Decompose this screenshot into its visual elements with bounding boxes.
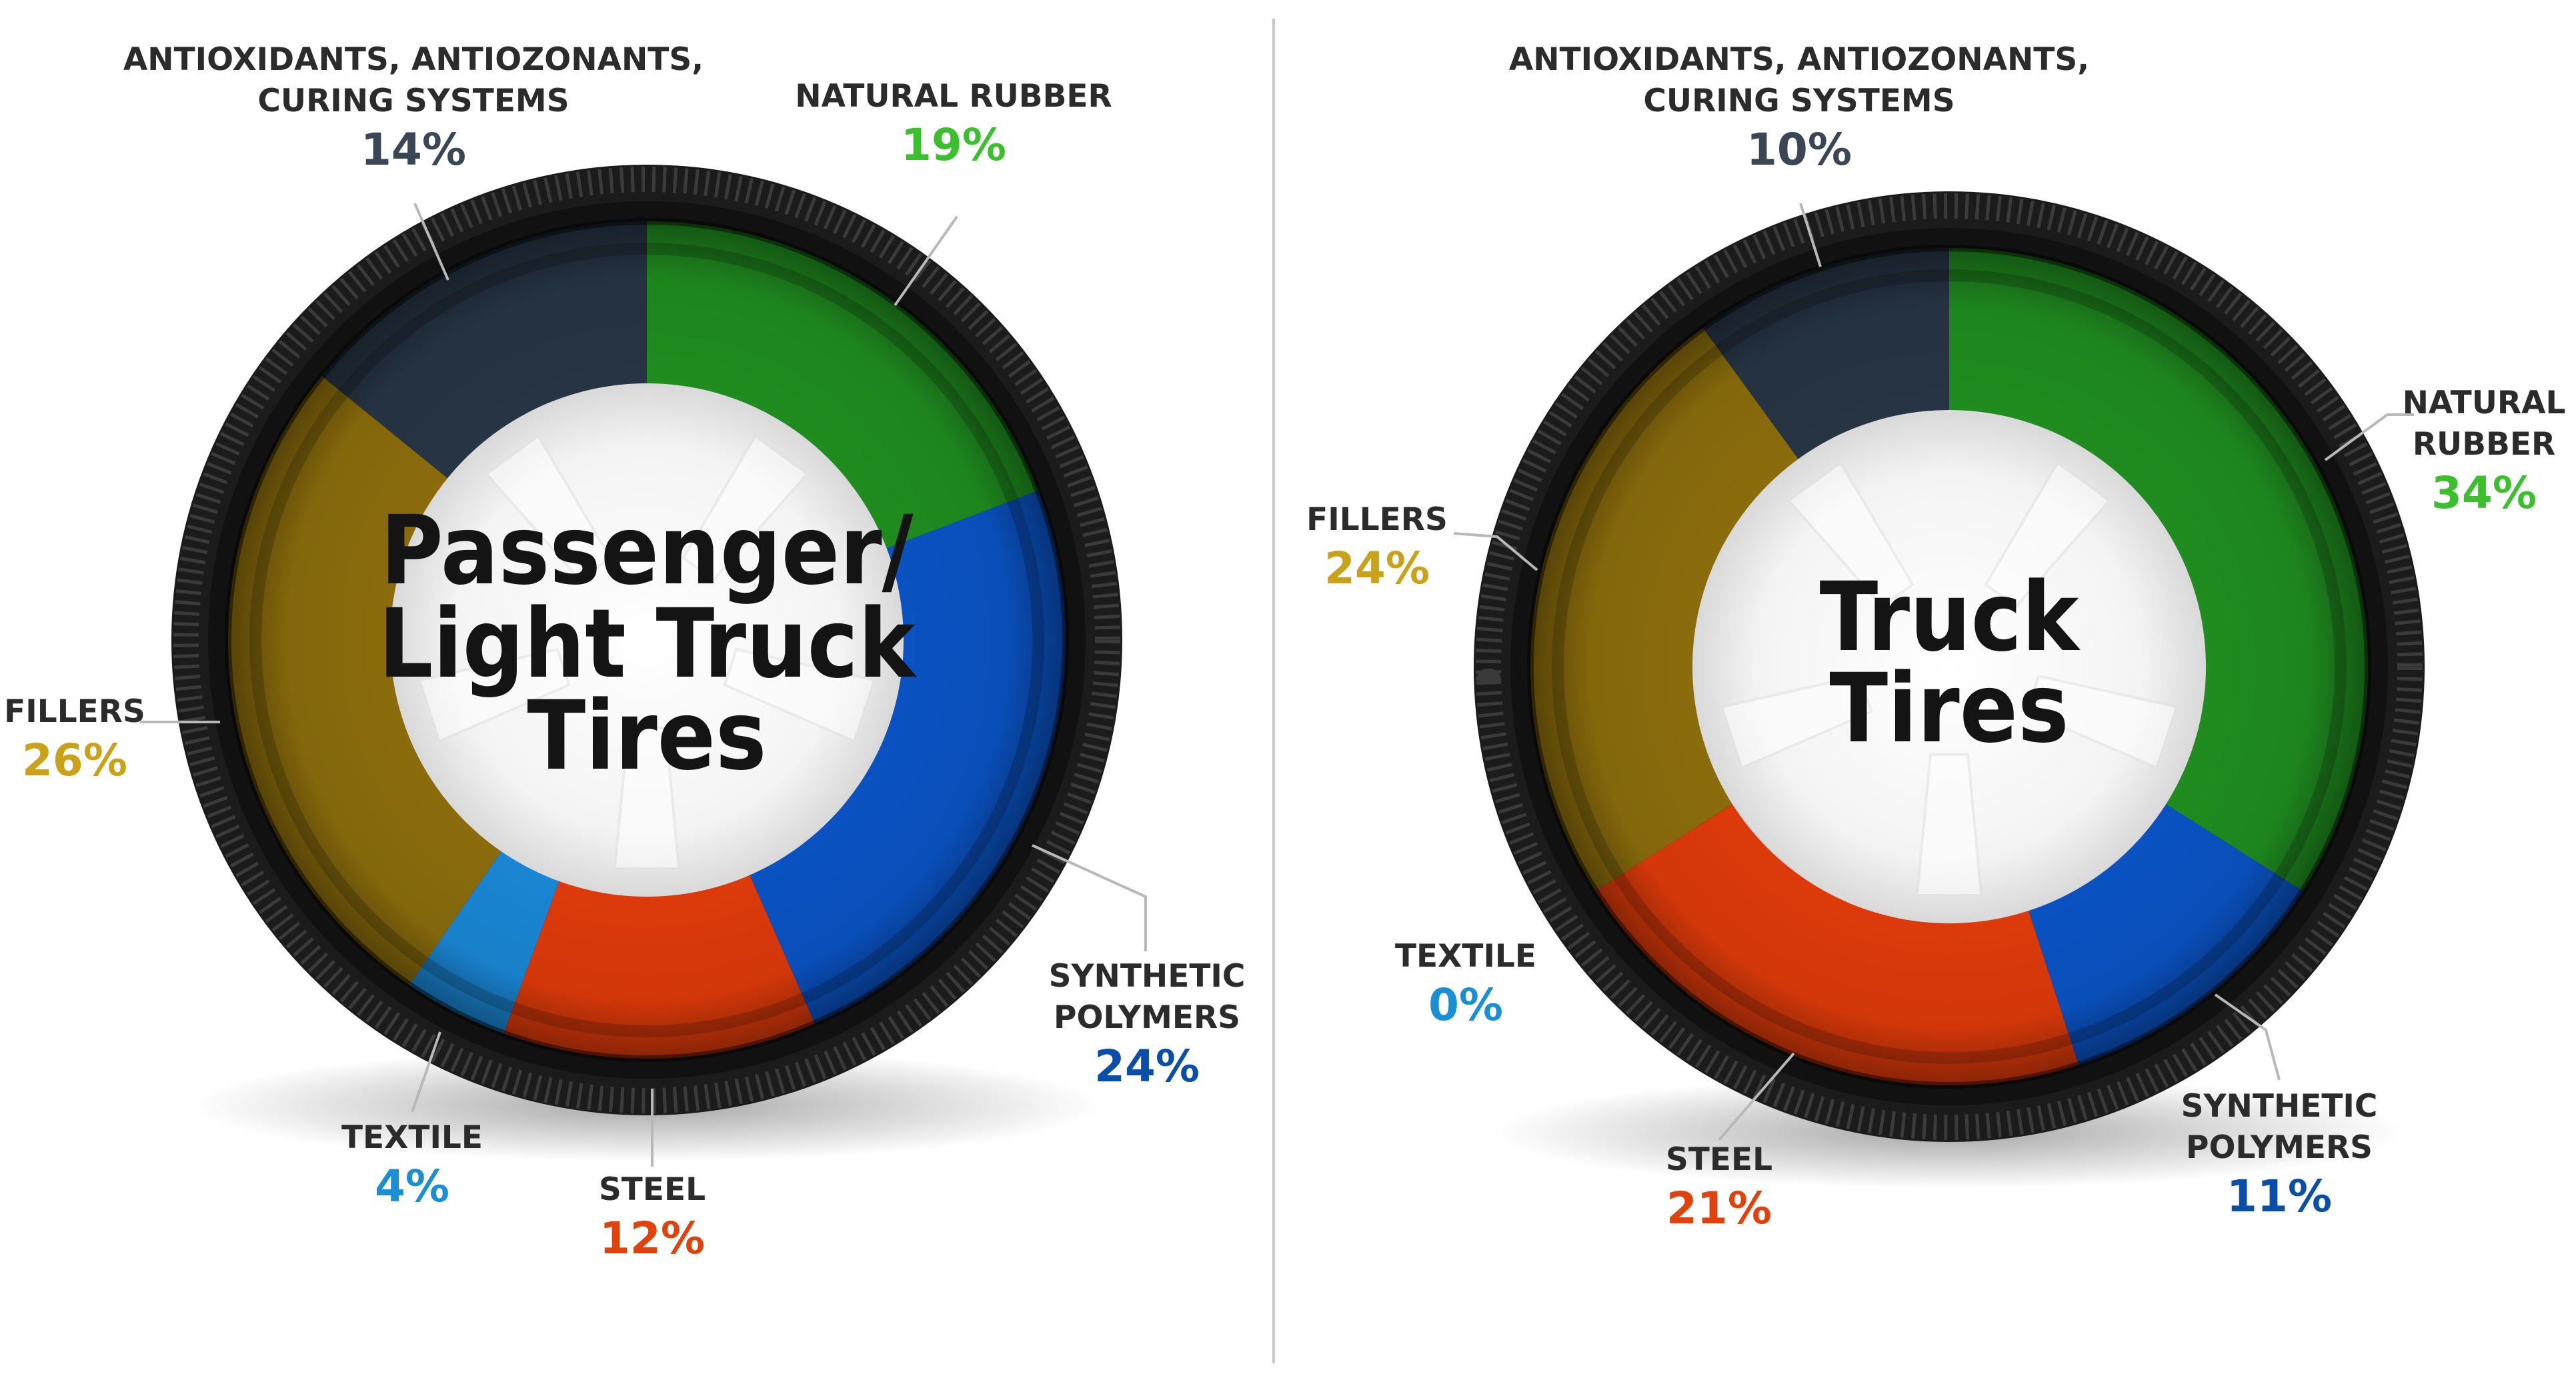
label-synthetic-polymers: SYNTHETIC POLYMERS 24% (1032, 844, 1246, 1092)
leader-line (411, 1031, 441, 1113)
ring-edge (225, 218, 1069, 1062)
slice-percent: 24% (1324, 543, 1430, 594)
chart-title-line: Passenger/ (380, 495, 913, 606)
slice-label: STEEL (599, 1171, 706, 1208)
spoke (682, 434, 810, 582)
chart-title-line: Tires (527, 680, 766, 791)
slice-percent: 4% (375, 1161, 449, 1212)
chart-title-line: Tires (1829, 653, 2069, 764)
leader-line (2324, 413, 2414, 461)
slice-percent: 24% (1094, 1041, 1200, 1092)
label-fillers: FILLERS 24% (1306, 501, 1538, 594)
label-fillers: FILLERS 26% (4, 693, 220, 786)
slice-percent: 11% (2227, 1171, 2332, 1222)
leader-line (1799, 203, 1822, 267)
slice-label: SYNTHETIC (1049, 958, 1246, 995)
leader-line (1032, 844, 1147, 951)
leader-line (1453, 532, 1538, 571)
spoke (613, 726, 681, 871)
slice-label: FILLERS (4, 693, 145, 730)
label-natural-rubber: NATURAL RUBBER 19% (795, 78, 1112, 307)
spoke (2025, 674, 2179, 770)
slice-label: POLYMERS (2186, 1129, 2373, 1166)
leader-line (1718, 1052, 1795, 1141)
leader-line (2214, 993, 2281, 1081)
slice-label: POLYMERS (1054, 999, 1240, 1036)
slice-percent: 10% (1746, 124, 1852, 175)
slice-label: STEEL (1666, 1141, 1772, 1178)
slice-label: ANTIOXIDANTS, ANTIOZONANTS, (123, 41, 704, 78)
label-textile: TEXTILE 4% (341, 1031, 483, 1212)
slice-label: NATURAL RUBBER (795, 78, 1112, 115)
hub-spokes (417, 434, 876, 871)
tread-pattern (173, 167, 1120, 1113)
slice-percent: 19% (901, 119, 1006, 171)
spoke (1786, 461, 1914, 609)
label-steel: STEEL 21% (1666, 1052, 1795, 1234)
slice-percent: 14% (361, 124, 466, 175)
slice-label: FILLERS (1306, 501, 1448, 538)
slice-label: CURING SYSTEMS (257, 83, 569, 119)
spoke (417, 647, 571, 743)
slice-percent: 0% (1428, 979, 1503, 1031)
slice-label: RUBBER (2413, 426, 2555, 463)
label-textile: TEXTILE 0% (1395, 938, 1536, 1031)
spoke (1720, 674, 1873, 770)
label-synthetic-polymers: SYNTHETIC POLYMERS 11% (2181, 993, 2378, 1222)
label-antioxidants: ANTIOXIDANTS, ANTIOZONANTS, CURING SYSTEM… (123, 41, 704, 281)
ring-edge (1527, 245, 2371, 1089)
spoke (1984, 461, 2112, 609)
slice-label: TEXTILE (1395, 938, 1536, 975)
slice-label: CURING SYSTEMS (1643, 83, 1955, 119)
slice-label: ANTIOXIDANTS, ANTIOZONANTS, (1509, 41, 2089, 78)
tread-pattern (1476, 193, 2423, 1140)
leader-line (413, 203, 449, 281)
label-antioxidants: ANTIOXIDANTS, ANTIOZONANTS, CURING SYSTEM… (1509, 41, 2089, 267)
spoke (723, 647, 876, 743)
hub-spokes (1720, 461, 2179, 897)
slice-percent: 34% (2431, 467, 2537, 519)
slice-percent: 12% (599, 1213, 705, 1264)
chart-title-line: Truck (1820, 561, 2081, 673)
chart-title-line: Light Truck (379, 588, 918, 699)
label-natural-rubber: NATURAL RUBBER 34% (2324, 385, 2566, 519)
label-steel: STEEL 12% (599, 1089, 706, 1264)
leader-line (894, 215, 958, 307)
slice-label: NATURAL (2403, 385, 2566, 421)
slice-label: TEXTILE (341, 1119, 483, 1156)
spoke (1915, 753, 1983, 897)
spoke (484, 434, 612, 582)
slice-percent: 26% (22, 735, 127, 786)
slice-percent: 21% (1666, 1183, 1772, 1234)
slice-label: SYNTHETIC (2181, 1088, 2378, 1125)
